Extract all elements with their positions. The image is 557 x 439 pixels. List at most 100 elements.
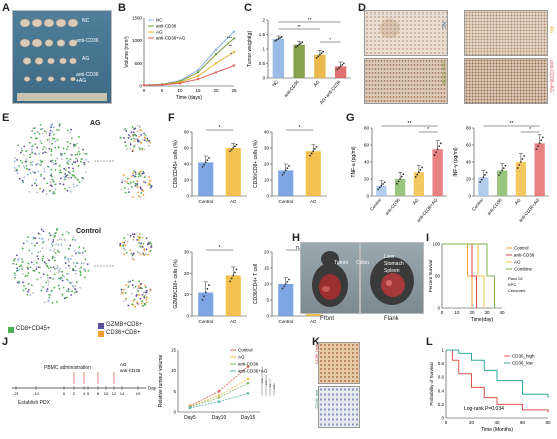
tsne-point <box>48 281 50 284</box>
series-point <box>217 400 221 403</box>
data-point <box>296 44 299 47</box>
series-point <box>217 394 221 397</box>
y-tick-label: 2 <box>262 18 265 23</box>
tsne-point <box>15 254 18 257</box>
tsne-point <box>61 270 64 273</box>
tsne-point <box>142 291 145 294</box>
tsne-point <box>128 177 130 180</box>
tsne-point <box>64 262 67 264</box>
tsne-point <box>82 262 85 265</box>
tsne-point <box>134 173 137 176</box>
tsne-point <box>50 184 52 186</box>
data-point <box>502 167 505 170</box>
y-tick-label: 15 <box>264 266 270 271</box>
legend-label-cd36: CD36+CD8+ <box>106 330 141 336</box>
tsne-point <box>61 294 64 297</box>
tsne-point <box>35 153 38 156</box>
tsne-point <box>148 176 151 178</box>
tsne-point <box>35 242 37 245</box>
data-point <box>402 173 405 176</box>
tsne-point <box>31 130 33 132</box>
tsne-point <box>54 169 57 171</box>
significance-label: ** <box>408 121 412 127</box>
tsne-point <box>22 242 25 245</box>
legend-swatch-cd36 <box>98 331 104 337</box>
tsne-point <box>32 237 35 240</box>
y-tick-label: 0.5 <box>259 61 266 66</box>
data-point <box>519 161 522 163</box>
data-point <box>341 63 344 66</box>
y-tick-label: 60 <box>466 143 472 148</box>
tsne-point <box>29 141 31 144</box>
data-point <box>518 164 521 166</box>
tsne-point <box>14 274 17 277</box>
data-point <box>235 268 238 271</box>
data-point <box>377 188 380 191</box>
tsne-point <box>131 126 134 128</box>
data-point <box>317 55 320 58</box>
micrograph-combo <box>464 58 548 104</box>
tsne-point <box>51 131 54 133</box>
tsne-point <box>120 292 123 295</box>
tsne-point <box>145 301 148 304</box>
tsne-point <box>50 125 52 128</box>
tsne-point <box>145 140 148 143</box>
tsne-point <box>40 173 42 176</box>
tsne-point <box>148 182 151 185</box>
tsne-point <box>149 289 152 292</box>
ihc-cd36-high <box>318 342 360 384</box>
tsne-point <box>87 160 90 163</box>
tsne-point <box>132 174 135 177</box>
tsne-point <box>70 128 72 131</box>
tsne-point <box>139 287 142 289</box>
significance-label: *** <box>264 380 269 385</box>
tsne-point <box>50 242 53 245</box>
data-point <box>339 65 342 68</box>
tsne-point <box>77 251 80 254</box>
y-tick-label: 20 <box>264 250 270 255</box>
tsne-point <box>54 140 57 143</box>
y-axis-label: CD8/CD45+ cells (%) <box>173 140 179 188</box>
tsne-point <box>47 299 50 301</box>
data-point <box>233 271 236 274</box>
y-tick-label: 80 <box>184 130 190 135</box>
tsne-point <box>21 273 24 275</box>
tsne-point <box>33 263 35 266</box>
data-point <box>421 166 423 169</box>
tsne-point <box>50 154 53 156</box>
data-point <box>320 52 323 55</box>
tsne-point <box>132 131 135 133</box>
tsne-point <box>77 262 79 265</box>
tsne-point <box>47 284 50 287</box>
tsne-point <box>119 245 122 248</box>
tsne-point <box>31 252 34 255</box>
tsne-point <box>12 262 15 265</box>
tsne-point <box>27 268 29 270</box>
tsne-point <box>48 140 51 143</box>
chart-f2: 0 10 20 30 40 CD36/CD8+ cells (%) Control AG * <box>253 125 327 204</box>
tsne-point <box>137 191 140 194</box>
tsne-point <box>78 246 81 249</box>
tsne-point <box>77 150 80 153</box>
tsne-point <box>134 138 137 141</box>
data-point <box>504 164 507 167</box>
tsne-point <box>49 249 52 252</box>
tsne-point <box>49 266 52 269</box>
tsne-point <box>147 183 150 186</box>
tsne-point <box>39 266 42 269</box>
tsne-point <box>26 274 29 277</box>
tsne-point <box>127 182 130 185</box>
tsne-point <box>124 128 127 130</box>
tsne-point <box>85 152 88 155</box>
y-axis-label: CD36/CD8+ cells (%) <box>253 140 259 188</box>
tsne-point <box>71 290 73 293</box>
panel-letter-D: D <box>358 2 366 14</box>
tsne-point <box>35 179 37 181</box>
category-label: Control <box>198 199 213 204</box>
tsne-point <box>52 133 55 136</box>
significance-label: * <box>299 125 301 131</box>
tsne-point <box>143 249 146 252</box>
micrograph-label-anti-cd36: anti-CD36 <box>440 62 446 85</box>
legend-swatch-cd8cd45 <box>8 327 14 333</box>
tsne-point <box>14 276 16 279</box>
